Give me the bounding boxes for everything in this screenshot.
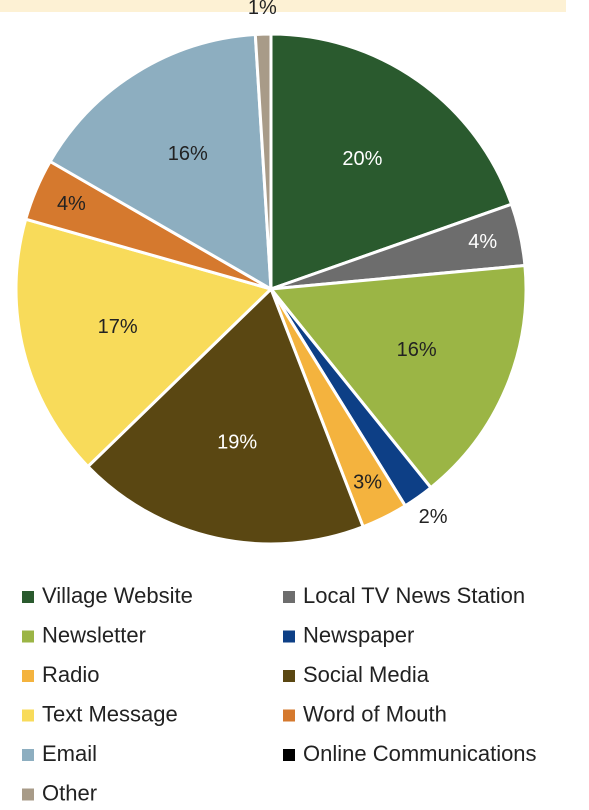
data-label: 1% [248, 0, 277, 19]
data-label: 16% [168, 143, 208, 165]
legend-swatch [22, 670, 34, 682]
legend-swatch [22, 591, 34, 603]
legend-label: Online Communications [303, 741, 537, 766]
legend-label: Newsletter [42, 622, 146, 647]
legend-label: Local TV News Station [303, 583, 525, 608]
data-label: 4% [57, 193, 86, 215]
pie-slice [14, 217, 274, 469]
data-label: 20% [342, 148, 382, 170]
legend-label: Word of Mouth [303, 701, 447, 726]
legend-label: Social Media [303, 662, 430, 687]
data-label: 16% [397, 339, 437, 361]
pie-slice [268, 263, 528, 490]
data-label: 2% [419, 506, 448, 528]
legend-label: Other [42, 780, 97, 805]
legend-swatch [283, 591, 295, 603]
top-band [0, 0, 566, 12]
legend-label: Newspaper [303, 622, 414, 647]
legend-swatch [22, 630, 34, 643]
legend-swatch [22, 788, 34, 801]
pie-slice [85, 286, 366, 546]
pie-slice [48, 32, 273, 292]
legend-swatch [22, 749, 34, 761]
data-label: 4% [468, 231, 497, 253]
data-label: 19% [217, 432, 257, 454]
legend-label: Village Website [42, 583, 193, 608]
data-label: 3% [353, 471, 382, 493]
legend-label: Text Message [42, 701, 178, 726]
legend-swatch [22, 709, 34, 722]
legend-label: Radio [42, 662, 99, 687]
data-label: 17% [98, 316, 138, 338]
legend-swatch [283, 630, 295, 643]
legend-swatch [283, 670, 295, 682]
pie-slice [253, 32, 273, 290]
legend-label: Email [42, 741, 97, 766]
legend-swatch [283, 709, 295, 722]
legend-swatch [283, 749, 295, 761]
